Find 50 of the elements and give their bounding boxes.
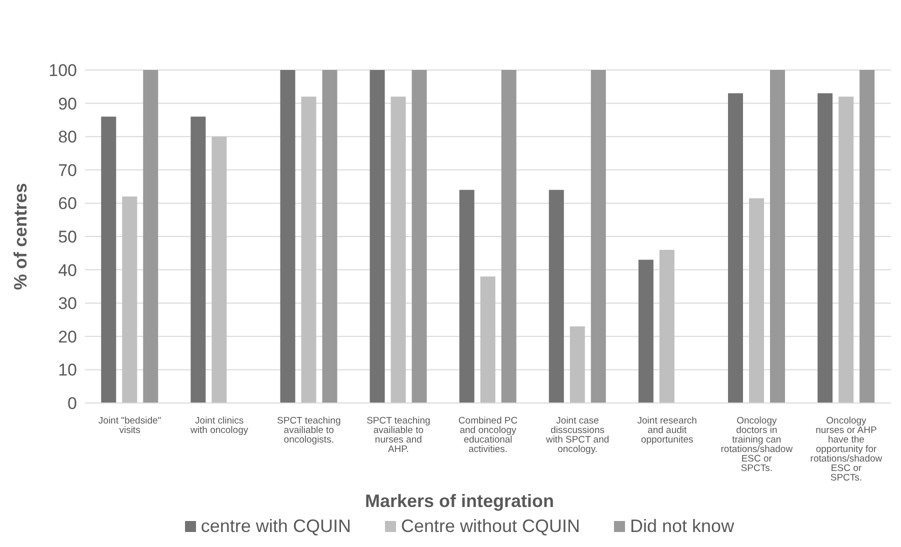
x-tick-label: SPCT teaching availiable to nurses and AHP. xyxy=(366,416,430,456)
bar xyxy=(570,326,585,403)
bar xyxy=(122,196,138,403)
y-tick-label: 0 xyxy=(68,394,77,414)
y-tick-label: 20 xyxy=(58,327,77,346)
y-tick-label: 50 xyxy=(58,228,77,247)
legend-label: Centre without CQUIN xyxy=(400,516,580,537)
bar xyxy=(212,136,227,403)
legend-label: Did not know xyxy=(629,516,734,537)
bar xyxy=(370,70,385,403)
y-tick-label: 90 xyxy=(58,94,77,114)
y-tick-label: 40 xyxy=(58,260,77,280)
y-axis-title: % of centres xyxy=(10,182,30,290)
legend-label: centre with CQUIN xyxy=(200,516,351,537)
bar xyxy=(728,93,744,403)
bar xyxy=(280,70,296,403)
bar xyxy=(322,70,338,403)
x-axis-title: Markers of integration xyxy=(364,491,556,512)
bar xyxy=(459,190,474,403)
x-tick-label: Joint clinics with oncology xyxy=(190,416,248,436)
bar xyxy=(143,70,158,403)
bar xyxy=(860,70,875,403)
y-tick-label: 30 xyxy=(58,294,77,314)
bar xyxy=(638,260,654,403)
bar xyxy=(390,96,406,403)
y-tick-label: 100 xyxy=(48,61,77,80)
x-tick-label: Joint case disscussions with SPCT and oncology. xyxy=(544,416,610,456)
bar xyxy=(548,190,564,403)
bar xyxy=(480,276,496,403)
y-tick-label: 60 xyxy=(58,194,77,214)
x-tick-label: Joint research and audit opportunites xyxy=(637,416,697,446)
y-tick-label: 70 xyxy=(58,160,77,180)
bar xyxy=(749,198,764,403)
x-tick-label: Combined PC and oncology educational activities. xyxy=(458,416,518,456)
y-tick-label: 10 xyxy=(58,360,77,380)
x-tick-label: Joint "bedside" visits xyxy=(98,416,162,436)
bar xyxy=(770,70,786,403)
bar xyxy=(301,96,316,403)
x-tick-label: Oncology doctors in training can rotations/shadow ESC or SPCTs. xyxy=(720,416,793,474)
bar xyxy=(818,93,833,403)
x-tick-label: SPCT teaching availiable to oncologists. xyxy=(277,416,341,446)
bar xyxy=(101,116,116,403)
bar xyxy=(190,116,206,403)
y-tick-label: 80 xyxy=(58,128,77,147)
bar xyxy=(659,250,674,403)
x-tick-label: Oncology nurses or AHP have the opportunity for rotations/shadow ESC or SPCTs. xyxy=(810,416,882,484)
bar xyxy=(412,70,427,403)
bar xyxy=(590,70,606,403)
bar xyxy=(501,70,516,403)
bar xyxy=(838,96,854,403)
